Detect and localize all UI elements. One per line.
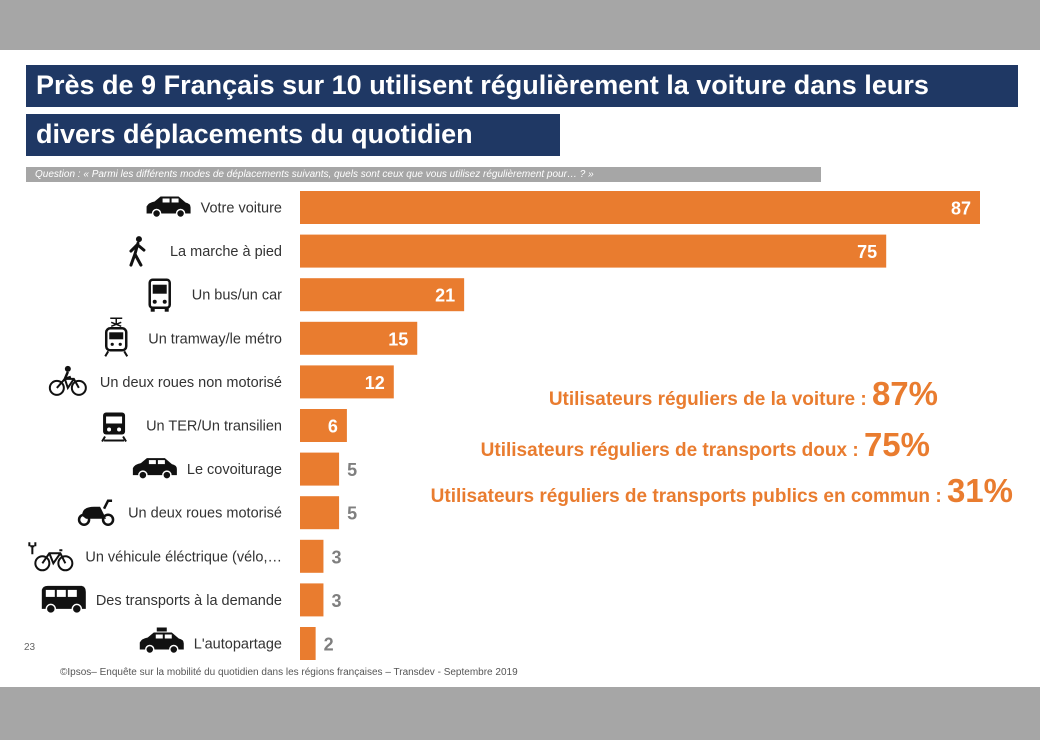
callout-car: Utilisateurs réguliers de la voiture : 8… (549, 375, 938, 413)
category-label-1: La marche à pied (170, 244, 282, 260)
value-label-4: 12 (365, 373, 385, 393)
bar-5 (300, 409, 347, 442)
callout-car-text: Utilisateurs réguliers de la voiture : (548, 389, 872, 410)
bar-9 (300, 583, 324, 617)
bar-10 (300, 627, 316, 660)
title-line-2: divers déplacements du quotidien (26, 114, 560, 156)
category-label-0: Votre voiture (201, 201, 282, 217)
callout-car-value: 87% (871, 375, 938, 412)
callout-soft-value: 75% (863, 426, 930, 463)
category-label-6: Le covoiturage (187, 462, 282, 478)
title-line-1: Près de 9 Français sur 10 utilisent régu… (26, 65, 1018, 107)
bar-3 (300, 321, 418, 355)
value-label-7: 5 (347, 504, 357, 524)
electric-bike-icon (28, 542, 74, 572)
category-label-5: Un TER/Un transilien (146, 419, 282, 435)
footer-source: ©Ipsos– Enquête sur la mobilité du quoti… (60, 667, 518, 678)
bar-8 (300, 539, 324, 573)
value-label-6: 5 (347, 460, 357, 480)
category-label-4: Un deux roues non motorisé (100, 375, 282, 391)
value-label-2: 21 (435, 286, 455, 306)
walking-person-icon (129, 236, 146, 267)
value-label-10: 2 (324, 635, 334, 655)
value-label-9: 3 (331, 591, 341, 611)
value-label-8: 3 (331, 547, 341, 567)
tram-icon (104, 317, 129, 357)
van-icon (41, 585, 86, 615)
bar-0 (300, 191, 980, 224)
train-icon (101, 412, 127, 443)
callout-soft-text: Utilisateurs réguliers de transports dou… (480, 440, 864, 461)
question-text: Question : « Parmi les différents modes … (26, 167, 821, 182)
callout-public-text: Utilisateurs réguliers de transports pub… (430, 486, 947, 507)
callout-public-transport: Utilisateurs réguliers de transports pub… (431, 472, 1013, 510)
bar-7 (300, 496, 340, 530)
callout-public-value: 31% (946, 472, 1013, 509)
category-label-10: L'autopartage (194, 637, 282, 653)
car-icon (132, 458, 177, 480)
category-label-2: Un bus/un car (192, 288, 282, 304)
value-label-5: 6 (328, 417, 338, 437)
bar-4 (300, 365, 394, 399)
category-label-9: Des transports à la demande (96, 593, 282, 609)
category-label-7: Un deux roues motorisé (128, 506, 282, 522)
scooter-icon (77, 499, 115, 526)
car-icon (146, 196, 191, 219)
slide: Près de 9 Français sur 10 utilisent régu… (0, 50, 1040, 687)
bicycle-icon (48, 365, 87, 396)
page-number: 23 (24, 642, 36, 653)
bar-2 (300, 278, 465, 312)
value-label-3: 15 (388, 329, 408, 349)
bar-chart: Votre voiture 87 La marche à pied 75 Un bus/… (28, 191, 980, 660)
value-label-1: 75 (857, 242, 877, 262)
category-label-8: Un véhicule éléctrique (vélo,… (85, 549, 282, 565)
bus-icon (148, 278, 171, 312)
bar-1 (300, 234, 887, 268)
category-label-3: Un tramway/le métro (148, 331, 282, 347)
value-label-0: 87 (951, 199, 971, 219)
callout-soft-transport: Utilisateurs réguliers de transports dou… (481, 426, 930, 464)
taxi-icon (139, 627, 184, 655)
bar-6 (300, 452, 340, 486)
